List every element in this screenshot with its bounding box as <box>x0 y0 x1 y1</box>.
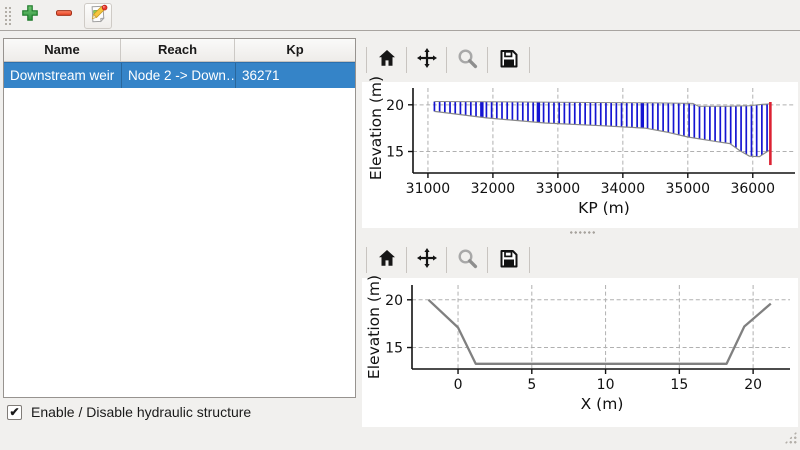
svg-text:20: 20 <box>386 98 404 114</box>
pan-icon <box>416 47 438 74</box>
toolbar-drag-handle[interactable] <box>4 6 12 25</box>
zoom-icon <box>456 247 478 274</box>
plot2-home-button[interactable] <box>374 246 400 274</box>
plus-icon <box>19 2 41 29</box>
save-icon <box>497 47 519 74</box>
plot1-pan-button[interactable] <box>414 46 440 74</box>
enable-structure-label: Enable / Disable hydraulic structure <box>31 404 252 420</box>
enable-structure-checkbox[interactable]: ✔ <box>7 404 22 420</box>
svg-text:32000: 32000 <box>471 181 516 197</box>
splitter-handle[interactable] <box>569 230 595 235</box>
plot2-zoom-button[interactable] <box>454 246 480 274</box>
remove-structure-button[interactable] <box>51 3 77 27</box>
plot1-xlabel: KP (m) <box>578 199 630 217</box>
edit-structure-button[interactable] <box>84 3 112 29</box>
plot2-save-button[interactable] <box>495 246 521 274</box>
enable-structure-row: ✔ Enable / Disable hydraulic structure <box>7 402 251 422</box>
edit-icon <box>87 3 109 30</box>
plot2-ylabel: Elevation (m) <box>365 274 383 380</box>
home-icon <box>376 47 398 74</box>
cell-reach: Node 2 -> Down… <box>121 63 235 88</box>
minus-icon <box>53 2 75 29</box>
cell-name: Downstream weir <box>10 68 115 83</box>
table-row[interactable]: Downstream weir Node 2 -> Down… 36271 <box>4 62 355 88</box>
column-header-reach[interactable]: Reach <box>121 39 235 61</box>
plot2-xlabel: X (m) <box>580 395 624 413</box>
checkmark-icon: ✔ <box>9 405 20 419</box>
longitudinal-profile-plot[interactable]: 31000 32000 33000 34000 35000 36000 15 20 <box>362 82 798 228</box>
window-resize-grip[interactable] <box>784 431 797 444</box>
zoom-icon <box>456 47 478 74</box>
structures-table: Name Reach Kp Downstream weir Node 2 -> … <box>3 38 356 398</box>
longitudinal-profile-chart: 31000 32000 33000 34000 35000 36000 15 20 <box>386 88 795 197</box>
svg-text:5: 5 <box>527 377 536 393</box>
plot1-ylabel: Elevation (m) <box>367 75 385 181</box>
svg-text:15: 15 <box>670 377 688 393</box>
cell-kp: 36271 <box>235 63 355 88</box>
svg-text:33000: 33000 <box>536 181 581 197</box>
svg-text:15: 15 <box>386 145 404 161</box>
svg-text:20: 20 <box>744 377 762 393</box>
table-header: Name Reach Kp <box>4 39 355 62</box>
plot2-pan-button[interactable] <box>414 246 440 274</box>
main-toolbar <box>0 0 800 31</box>
column-header-kp[interactable]: Kp <box>286 42 304 57</box>
plot1-zoom-button[interactable] <box>454 46 480 74</box>
plot1-save-button[interactable] <box>495 46 521 74</box>
svg-text:34000: 34000 <box>601 181 646 197</box>
svg-text:15: 15 <box>385 341 403 357</box>
svg-text:0: 0 <box>454 377 463 393</box>
pan-icon <box>416 247 438 274</box>
svg-text:31000: 31000 <box>406 181 451 197</box>
svg-text:36000: 36000 <box>730 181 775 197</box>
save-icon <box>497 247 519 274</box>
cross-section-plot[interactable]: 0 5 10 15 20 15 20 <box>362 278 798 427</box>
svg-text:20: 20 <box>385 293 403 309</box>
svg-text:35000: 35000 <box>666 181 711 197</box>
home-icon <box>376 247 398 274</box>
column-header-name[interactable]: Name <box>4 39 121 61</box>
svg-text:10: 10 <box>597 377 615 393</box>
plot1-home-button[interactable] <box>374 46 400 74</box>
add-structure-button[interactable] <box>17 3 43 27</box>
cross-section-chart: 0 5 10 15 20 15 20 <box>385 285 790 393</box>
